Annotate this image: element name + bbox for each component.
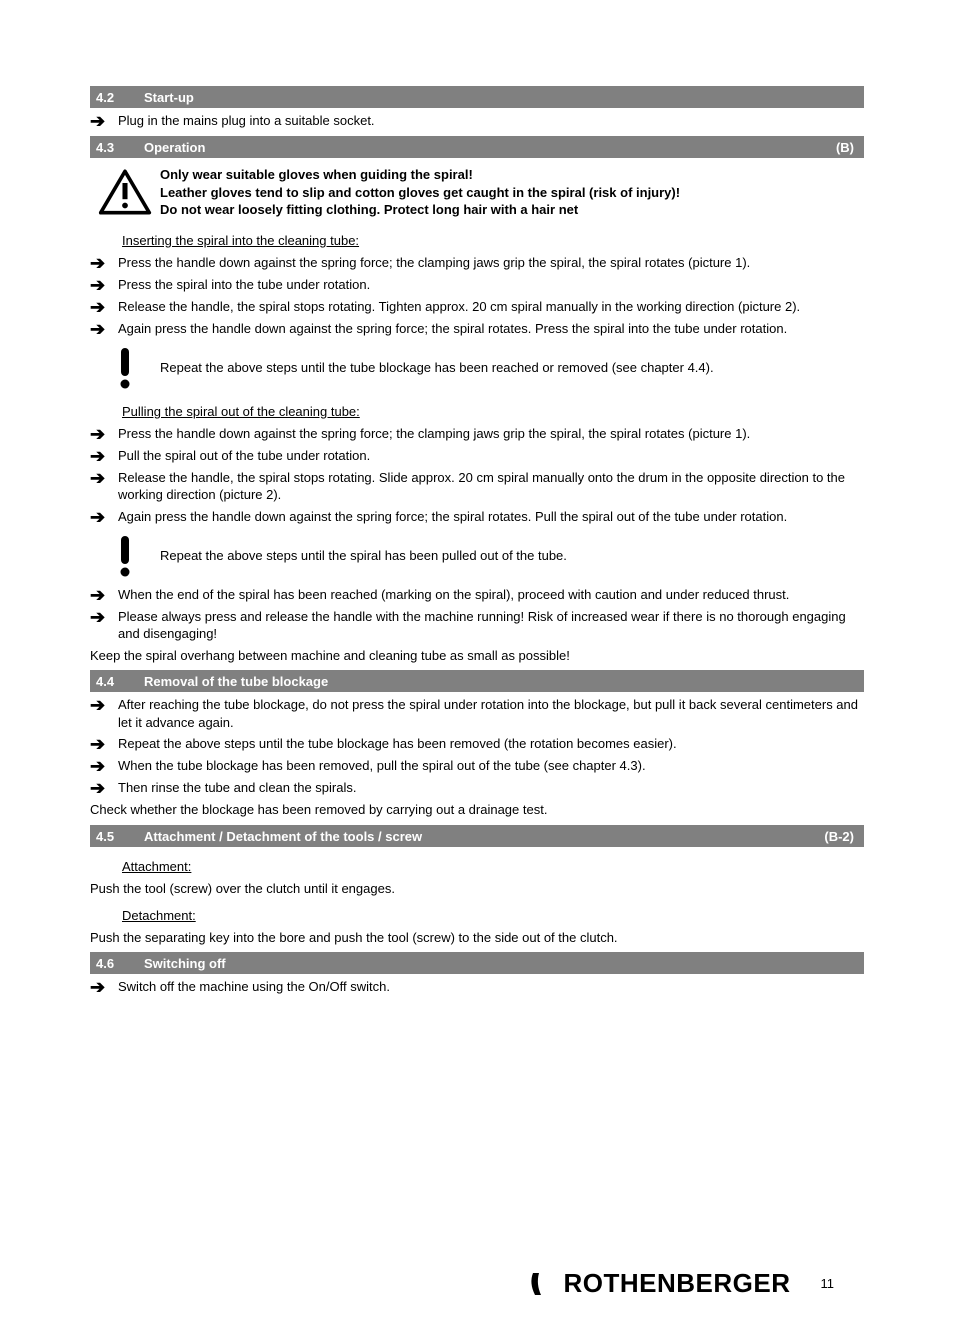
brand-logo: ROTHENBERGER 11 bbox=[527, 1268, 864, 1299]
step-text: When the tube blockage has been removed,… bbox=[118, 757, 864, 775]
warning-text: Only wear suitable gloves when guiding t… bbox=[160, 166, 864, 219]
step-row: ➔When the tube blockage has been removed… bbox=[90, 757, 864, 775]
section-title: Start-up bbox=[144, 90, 864, 105]
step-row: ➔After reaching the tube blockage, do no… bbox=[90, 696, 864, 731]
step-text: When the end of the spiral has been reac… bbox=[118, 586, 864, 604]
note-block: Repeat the above steps until the spiral … bbox=[90, 534, 864, 578]
section-bar-4-2: 4.2 Start-up bbox=[90, 86, 864, 108]
step-text: Press the handle down against the spring… bbox=[118, 425, 864, 443]
step-row: ➔Switch off the machine using the On/Off… bbox=[90, 978, 864, 996]
label: Attachment: bbox=[122, 859, 191, 874]
section-num: 4.4 bbox=[90, 674, 144, 689]
step-row: ➔ Plug in the mains plug into a suitable… bbox=[90, 112, 864, 130]
step-text: Press the spiral into the tube under rot… bbox=[118, 276, 864, 294]
step-text: Please always press and release the hand… bbox=[118, 608, 864, 643]
section-bar-4-4: 4.4 Removal of the tube blockage bbox=[90, 670, 864, 692]
step-row: ➔Release the handle, the spiral stops ro… bbox=[90, 469, 864, 504]
brand-text: ROTHENBERGER bbox=[563, 1268, 790, 1299]
step-row: ➔Press the handle down against the sprin… bbox=[90, 254, 864, 272]
arrow-icon: ➔ bbox=[90, 276, 118, 294]
arrow-icon: ➔ bbox=[90, 586, 118, 604]
step-row: ➔Please always press and release the han… bbox=[90, 608, 864, 643]
arrow-icon: ➔ bbox=[90, 425, 118, 443]
step-row: ➔Press the spiral into the tube under ro… bbox=[90, 276, 864, 294]
arrow-icon: ➔ bbox=[90, 735, 118, 753]
warning-block: Only wear suitable gloves when guiding t… bbox=[90, 166, 864, 219]
section-bar-4-5: 4.5 Attachment / Detachment of the tools… bbox=[90, 825, 864, 847]
arrow-icon: ➔ bbox=[90, 320, 118, 338]
step-text: Release the handle, the spiral stops rot… bbox=[118, 469, 864, 504]
arrow-icon: ➔ bbox=[90, 112, 118, 130]
arrow-icon: ➔ bbox=[90, 696, 118, 714]
step-row: ➔Again press the handle down against the… bbox=[90, 320, 864, 338]
body-text: Push the tool (screw) over the clutch un… bbox=[90, 880, 864, 898]
subheading: Inserting the spiral into the cleaning t… bbox=[122, 233, 359, 248]
warning-triangle-icon bbox=[90, 168, 160, 216]
step-row: ➔Then rinse the tube and clean the spira… bbox=[90, 779, 864, 797]
step-text: Pull the spiral out of the tube under ro… bbox=[118, 447, 864, 465]
arrow-icon: ➔ bbox=[90, 608, 118, 626]
arrow-icon: ➔ bbox=[90, 779, 118, 797]
section-num: 4.5 bbox=[90, 829, 144, 844]
brand-mark-icon bbox=[527, 1269, 563, 1299]
section-num: 4.2 bbox=[90, 90, 144, 105]
note-text: Repeat the above steps until the tube bl… bbox=[160, 359, 864, 377]
step-text: Press the handle down against the spring… bbox=[118, 254, 864, 272]
arrow-icon: ➔ bbox=[90, 508, 118, 526]
arrow-icon: ➔ bbox=[90, 978, 118, 996]
subheading: Pulling the spiral out of the cleaning t… bbox=[122, 404, 360, 419]
step-row: ➔Again press the handle down against the… bbox=[90, 508, 864, 526]
step-text: Again press the handle down against the … bbox=[118, 508, 864, 526]
note-text: Repeat the above steps until the spiral … bbox=[160, 547, 864, 565]
step-text: Repeat the above steps until the tube bl… bbox=[118, 735, 864, 753]
section-title: Removal of the tube blockage bbox=[144, 674, 864, 689]
arrow-icon: ➔ bbox=[90, 757, 118, 775]
section-title: Operation bbox=[144, 140, 836, 155]
body-text: Push the separating key into the bore an… bbox=[90, 929, 864, 947]
arrow-icon: ➔ bbox=[90, 447, 118, 465]
arrow-icon: ➔ bbox=[90, 254, 118, 272]
arrow-icon: ➔ bbox=[90, 298, 118, 316]
section-bar-4-6: 4.6 Switching off bbox=[90, 952, 864, 974]
step-row: ➔Press the handle down against the sprin… bbox=[90, 425, 864, 443]
section-num: 4.3 bbox=[90, 140, 144, 155]
section-num: 4.6 bbox=[90, 956, 144, 971]
note-block: Repeat the above steps until the tube bl… bbox=[90, 346, 864, 390]
body-text: Check whether the blockage has been remo… bbox=[90, 801, 864, 819]
step-text: Switch off the machine using the On/Off … bbox=[118, 978, 864, 996]
step-row: ➔When the end of the spiral has been rea… bbox=[90, 586, 864, 604]
arrow-icon: ➔ bbox=[90, 469, 118, 487]
step-row: ➔Pull the spiral out of the tube under r… bbox=[90, 447, 864, 465]
page-number: 11 bbox=[821, 1276, 835, 1291]
section-title: Attachment / Detachment of the tools / s… bbox=[144, 829, 824, 844]
page-root: 4.2 Start-up ➔ Plug in the mains plug in… bbox=[0, 0, 954, 1339]
section-bar-4-3: 4.3 Operation (B) bbox=[90, 136, 864, 158]
body-text: Keep the spiral overhang between machine… bbox=[90, 647, 864, 665]
page-footer: ROTHENBERGER 11 bbox=[90, 1268, 864, 1299]
step-text: Plug in the mains plug into a suitable s… bbox=[118, 112, 864, 130]
step-text: Release the handle, the spiral stops rot… bbox=[118, 298, 864, 316]
exclamation-icon bbox=[90, 346, 160, 390]
section-right-ref: (B-2) bbox=[824, 829, 864, 844]
step-text: Again press the handle down against the … bbox=[118, 320, 864, 338]
step-text: After reaching the tube blockage, do not… bbox=[118, 696, 864, 731]
section-title: Switching off bbox=[144, 956, 864, 971]
label: Detachment: bbox=[122, 908, 196, 923]
step-row: ➔Repeat the above steps until the tube b… bbox=[90, 735, 864, 753]
step-row: ➔Release the handle, the spiral stops ro… bbox=[90, 298, 864, 316]
step-text: Then rinse the tube and clean the spiral… bbox=[118, 779, 864, 797]
exclamation-icon bbox=[90, 534, 160, 578]
section-right-ref: (B) bbox=[836, 140, 864, 155]
